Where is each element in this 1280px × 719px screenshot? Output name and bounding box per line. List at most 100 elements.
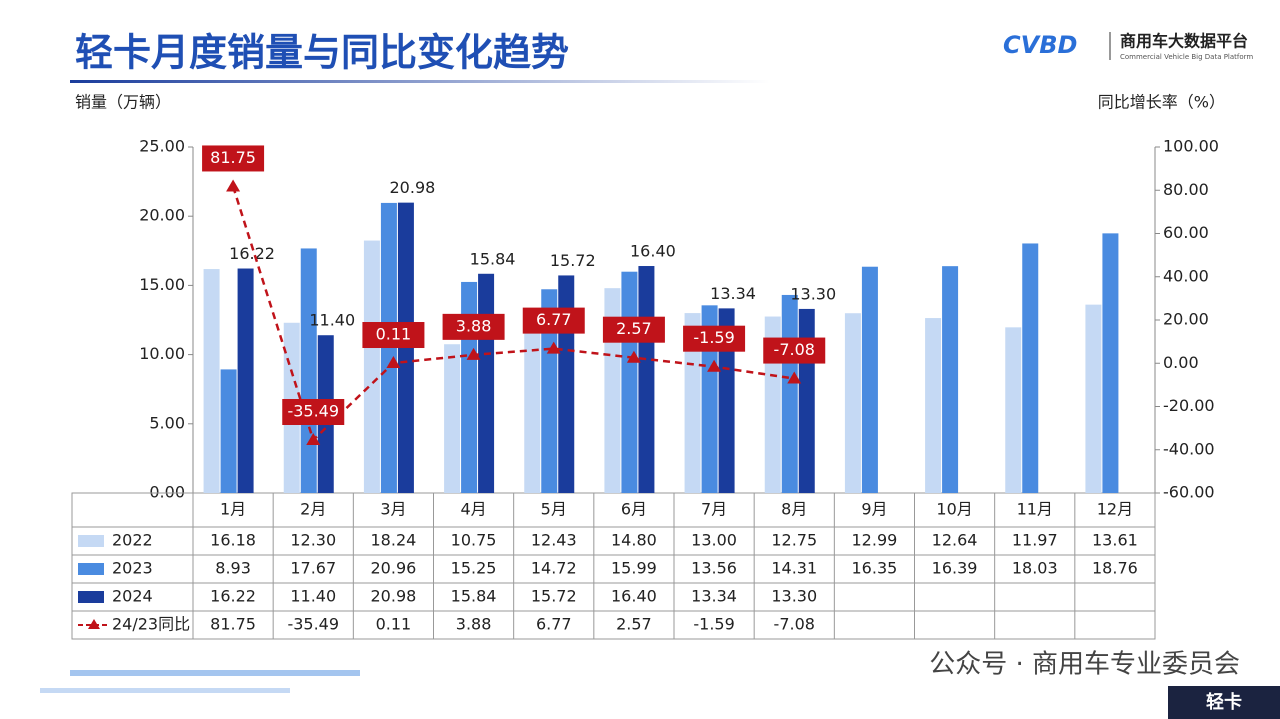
y2-tick-label: -60.00 bbox=[1163, 483, 1215, 502]
bar bbox=[684, 313, 701, 493]
watermark: 公众号 · 商用车专业委员会 bbox=[929, 650, 1240, 680]
title-underline bbox=[70, 80, 770, 83]
decor-stripe bbox=[70, 670, 360, 676]
decor-stripe bbox=[40, 688, 290, 693]
y2-tick-label: -20.00 bbox=[1163, 396, 1215, 415]
y-tick-label: 25.00 bbox=[139, 137, 185, 156]
data-label-box bbox=[763, 337, 826, 364]
line-marker bbox=[466, 347, 481, 360]
data-label-box bbox=[362, 322, 425, 349]
table-cell: 14.80 bbox=[611, 531, 657, 550]
data-label: 2.57 bbox=[616, 319, 652, 338]
legend-label: 24/23同比 bbox=[112, 615, 190, 634]
bar bbox=[461, 281, 478, 493]
y-tick-label: 5.00 bbox=[149, 413, 185, 432]
table-cell: 14.31 bbox=[771, 559, 817, 578]
table-cell: 15.25 bbox=[451, 559, 497, 578]
data-label: 20.98 bbox=[390, 178, 436, 197]
line-marker bbox=[226, 179, 241, 192]
legend-swatch bbox=[78, 535, 104, 547]
table-cell: 3.88 bbox=[456, 615, 492, 634]
data-label: -1.59 bbox=[693, 328, 734, 347]
bar bbox=[203, 269, 220, 493]
table-cell: 12.43 bbox=[531, 531, 577, 550]
table-cell: 10.75 bbox=[451, 531, 497, 550]
legend-swatch bbox=[78, 563, 104, 575]
data-label-box bbox=[442, 313, 505, 340]
bar bbox=[781, 294, 798, 493]
x-tick-label: 10月 bbox=[936, 500, 972, 519]
bar bbox=[925, 318, 942, 493]
table-cell: 16.18 bbox=[210, 531, 256, 550]
x-tick-label: 1月 bbox=[220, 500, 246, 519]
line-marker bbox=[386, 356, 401, 369]
data-label: 16.22 bbox=[229, 244, 275, 263]
y2-tick-label: 0.00 bbox=[1163, 353, 1199, 372]
data-label: 15.72 bbox=[550, 251, 596, 270]
bar bbox=[1005, 327, 1022, 493]
table-cell: 14.72 bbox=[531, 559, 577, 578]
bar bbox=[861, 266, 878, 493]
tag-box bbox=[1168, 686, 1280, 719]
data-label-box bbox=[282, 398, 345, 425]
bar bbox=[237, 268, 254, 493]
bar bbox=[1102, 233, 1119, 493]
table-cell: 16.22 bbox=[210, 587, 256, 606]
bar bbox=[1085, 304, 1102, 493]
bar bbox=[1022, 243, 1039, 493]
data-label: 15.84 bbox=[470, 249, 516, 268]
table-cell: 11.40 bbox=[290, 587, 336, 606]
table-cell: 13.56 bbox=[691, 559, 737, 578]
y2-tick-label: 20.00 bbox=[1163, 310, 1209, 329]
data-label: 11.40 bbox=[309, 311, 355, 330]
y-tick-label: 15.00 bbox=[139, 275, 185, 294]
logo-subtitle: Commercial Vehicle Big Data Platform bbox=[1120, 53, 1253, 61]
bar bbox=[942, 266, 959, 493]
bar bbox=[638, 266, 655, 493]
data-label-box bbox=[683, 325, 746, 352]
table-cell: 17.67 bbox=[290, 559, 336, 578]
x-tick-label: 7月 bbox=[701, 500, 727, 519]
table-cell: 18.24 bbox=[371, 531, 417, 550]
bar bbox=[220, 369, 237, 493]
bar bbox=[844, 313, 861, 493]
bar bbox=[621, 271, 638, 493]
y-tick-label: 10.00 bbox=[139, 344, 185, 363]
data-label: 6.77 bbox=[536, 310, 572, 329]
table-cell: 18.03 bbox=[1012, 559, 1058, 578]
legend-marker bbox=[88, 619, 100, 629]
table-cell: 13.34 bbox=[691, 587, 737, 606]
line-marker bbox=[626, 350, 641, 363]
bar bbox=[444, 344, 461, 493]
data-label: 13.30 bbox=[790, 284, 836, 303]
data-label: -7.08 bbox=[774, 340, 815, 359]
bar bbox=[524, 320, 541, 493]
table-cell: 12.75 bbox=[771, 531, 817, 550]
line-marker bbox=[787, 371, 802, 384]
data-label-box bbox=[522, 307, 585, 334]
data-label: 81.75 bbox=[210, 148, 256, 167]
y2-tick-label: 80.00 bbox=[1163, 180, 1209, 199]
data-label-box bbox=[602, 316, 665, 343]
data-label: 13.34 bbox=[710, 284, 756, 303]
y2-tick-label: 100.00 bbox=[1163, 137, 1219, 156]
y-axis-label: 销量（万辆） bbox=[75, 93, 171, 112]
x-tick-label: 12月 bbox=[1097, 500, 1133, 519]
bar bbox=[701, 305, 718, 493]
table-cell: 81.75 bbox=[210, 615, 256, 634]
table-cell: 12.30 bbox=[290, 531, 336, 550]
table-cell: 15.84 bbox=[451, 587, 497, 606]
bar bbox=[718, 308, 735, 493]
bar bbox=[798, 308, 815, 493]
line bbox=[231, 186, 795, 443]
line-marker bbox=[546, 341, 561, 354]
x-tick-label: 4月 bbox=[460, 500, 486, 519]
table-cell: 20.96 bbox=[371, 559, 417, 578]
table-cell: 16.35 bbox=[852, 559, 898, 578]
table-cell: 16.39 bbox=[932, 559, 978, 578]
table-cell: 18.76 bbox=[1092, 559, 1138, 578]
line-marker bbox=[306, 432, 321, 445]
table-cell: 12.64 bbox=[932, 531, 978, 550]
data-label-box bbox=[202, 145, 265, 172]
legend-label: 2022 bbox=[112, 531, 153, 550]
